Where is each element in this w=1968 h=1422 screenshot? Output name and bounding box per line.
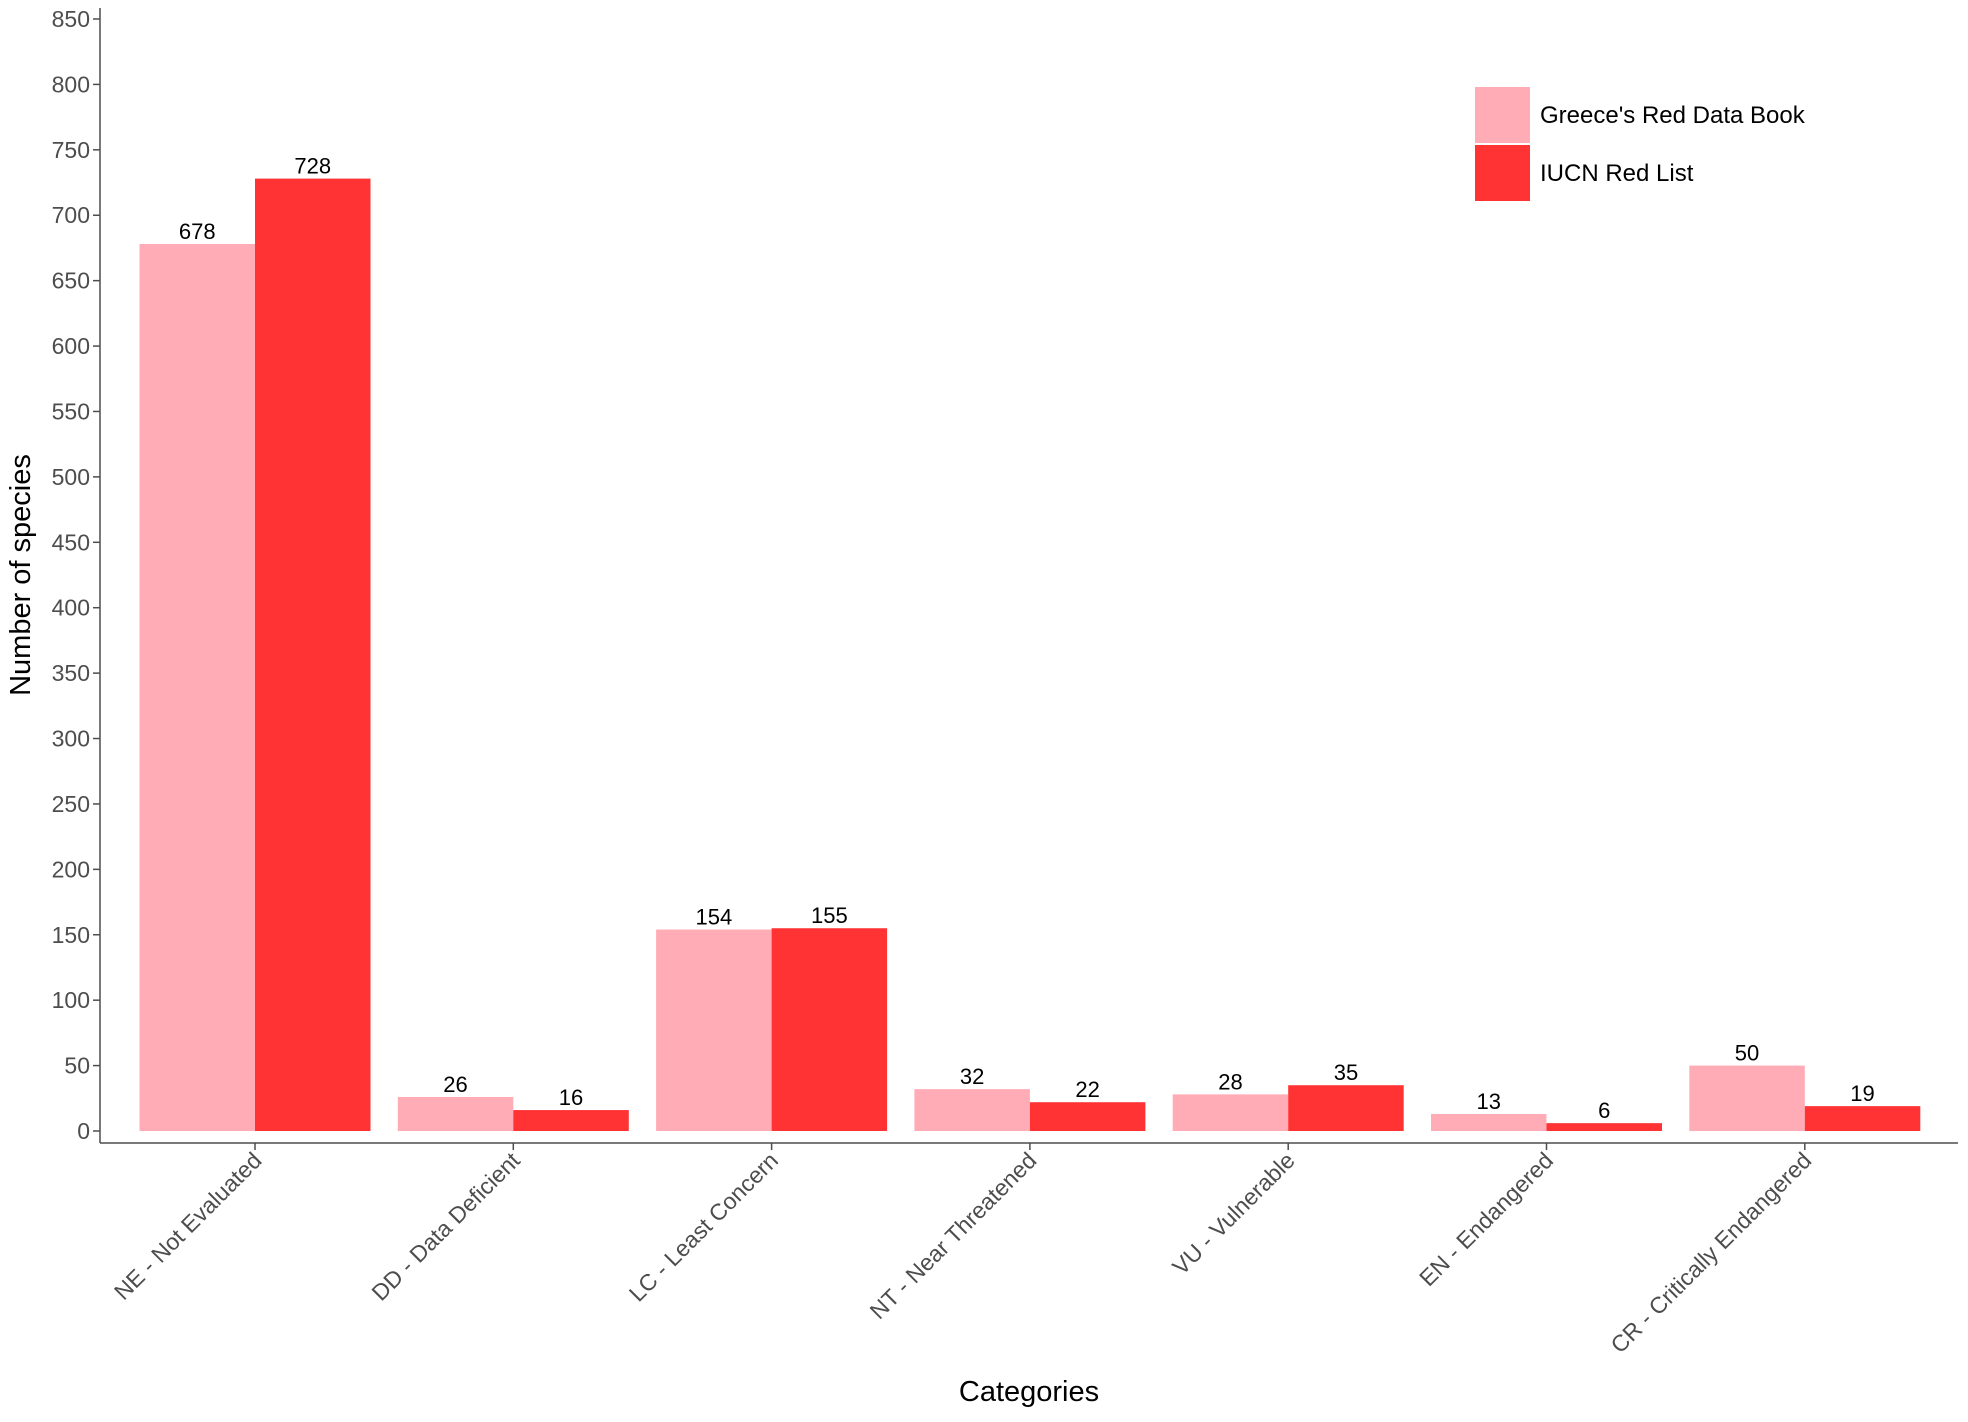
bar-greece [656,929,772,1131]
bar-iucn [1804,1106,1921,1131]
data-label: 32 [960,1064,984,1089]
y-tick-label: 50 [64,1053,90,1079]
data-label: 50 [1735,1041,1759,1066]
bar-iucn [1288,1085,1404,1131]
x-tick-label: CR - Critically Endangered [1605,1147,1816,1358]
y-tick-label: 150 [52,922,90,948]
legend-label-iucn: IUCN Red List [1540,160,1694,187]
data-label: 19 [1850,1081,1874,1106]
x-tick-label: EN - Endangered [1414,1147,1558,1291]
bar-iucn [1029,1102,1146,1131]
legend: Greece's Red Data Book IUCN Red List [1475,87,1806,201]
bar-iucn [771,928,888,1131]
y-tick-label: 600 [52,333,90,359]
data-label: 155 [811,903,848,928]
data-label: 154 [695,905,732,930]
y-tick-label: 0 [77,1118,90,1144]
y-ticks: 0 50 100 150 200 250 300 350 400 450 500 550 600 650 7… [52,6,100,1144]
data-label: 35 [1334,1060,1358,1085]
y-tick-label: 250 [52,791,90,817]
y-axis-title: Number of species [5,454,37,696]
bar-greece [914,1089,1030,1131]
legend-key-greece [1475,87,1530,143]
bar-greece [397,1096,514,1131]
y-tick-label: 450 [52,529,90,555]
x-axis-title: Categories [959,1376,1099,1408]
bar-greece [139,244,255,1131]
bar-greece [1172,1094,1289,1131]
legend-label-greece: Greece's Red Data Book [1540,102,1806,129]
data-label: 16 [559,1085,583,1110]
x-tick-label: LC - Least Concern [624,1147,783,1306]
y-tick-label: 700 [52,202,90,228]
y-tick-label: 400 [52,595,90,621]
y-tick-label: 850 [52,6,90,32]
y-tick-label: 650 [52,268,90,294]
x-tick-label: NE - Not Evaluated [109,1147,267,1305]
y-tick-label: 800 [52,71,90,97]
data-label: 26 [443,1072,467,1097]
data-labels-layer: 678 728 26 16 154 155 32 22 28 35 13 6 50 19 [179,154,1875,1124]
y-tick-label: 550 [52,398,90,424]
bar-iucn [513,1110,629,1131]
data-label: 728 [294,154,331,179]
bars-layer [139,178,1921,1131]
data-label: 22 [1075,1077,1099,1102]
bar-greece [1689,1065,1805,1131]
y-tick-label: 100 [52,987,90,1013]
data-label: 13 [1477,1089,1501,1114]
y-tick-label: 200 [52,856,90,882]
legend-key-iucn [1475,145,1530,201]
data-label: 28 [1218,1069,1242,1094]
bar-iucn [255,178,371,1131]
y-tick-label: 350 [52,660,90,686]
x-tick-label: DD - Data Deficient [366,1147,525,1306]
bar-iucn [1546,1123,1662,1131]
data-label: 6 [1598,1098,1610,1123]
y-tick-label: 500 [52,464,90,490]
bar-greece [1431,1113,1547,1131]
x-tick-label: NT - Near Threatened [865,1147,1042,1324]
data-label: 678 [179,219,216,244]
y-tick-label: 300 [52,726,90,752]
y-tick-label: 750 [52,137,90,163]
x-tick-label: VU - Vulnerable [1167,1147,1300,1280]
x-ticks: NE - Not Evaluated DD - Data Deficient LC … [109,1143,1816,1358]
